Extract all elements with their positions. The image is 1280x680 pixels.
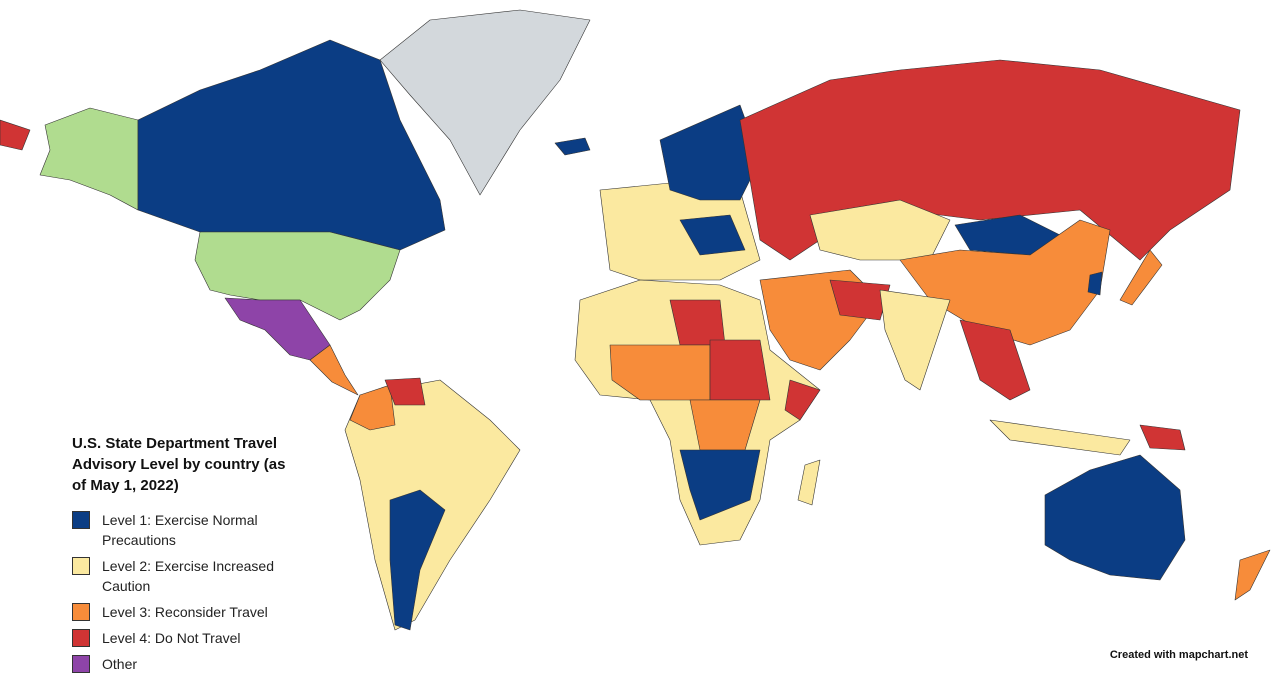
southeast-asia bbox=[959, 319, 1031, 401]
legend-label: Level 3: Reconsider Travel bbox=[102, 604, 268, 620]
iceland bbox=[554, 137, 591, 156]
argentina bbox=[389, 489, 446, 631]
usa bbox=[194, 231, 401, 321]
legend-label: Other bbox=[102, 656, 138, 672]
korea bbox=[1087, 271, 1103, 296]
legend-swatch bbox=[72, 655, 90, 673]
legend-swatch bbox=[72, 511, 90, 529]
japan bbox=[1119, 249, 1163, 306]
legend-label: Level 1: Exercise Normal Precautions bbox=[102, 512, 258, 548]
legend: Level 1: Exercise Normal Precautions Leve… bbox=[72, 510, 302, 680]
legend-item: Level 3: Reconsider Travel bbox=[72, 602, 302, 622]
afghanistan bbox=[829, 279, 891, 321]
colombia bbox=[349, 384, 396, 431]
india bbox=[879, 289, 951, 391]
central-europe bbox=[679, 214, 746, 256]
legend-item: Level 1: Exercise Normal Precautions bbox=[72, 510, 302, 550]
legend-label: Level 4: Do Not Travel bbox=[102, 630, 241, 646]
legend-item: Level 2: Exercise Increased Caution bbox=[72, 556, 302, 596]
countries bbox=[0, 9, 1271, 631]
somalia bbox=[784, 379, 821, 421]
alaska bbox=[39, 107, 139, 211]
greenland bbox=[379, 9, 591, 196]
credit: Created with mapchart.net bbox=[1109, 649, 1248, 661]
madagascar bbox=[797, 459, 821, 506]
australia bbox=[1044, 454, 1186, 581]
chukotka bbox=[0, 119, 31, 151]
central-america bbox=[309, 344, 359, 396]
legend-item: Other bbox=[72, 654, 302, 674]
legend-item: Level 4: Do Not Travel bbox=[72, 628, 302, 648]
legend-swatch bbox=[72, 629, 90, 647]
southern-africa bbox=[679, 449, 761, 521]
legend-label: Level 2: Exercise Increased Caution bbox=[102, 558, 274, 594]
libya bbox=[669, 299, 726, 346]
legend-swatch bbox=[72, 603, 90, 621]
indonesia bbox=[989, 419, 1131, 456]
sahel bbox=[609, 344, 711, 401]
scandinavia bbox=[659, 104, 761, 201]
sudan bbox=[709, 339, 771, 401]
map-title: U.S. State Department Travel Advisory Le… bbox=[72, 435, 286, 494]
legend-swatch bbox=[72, 557, 90, 575]
papua-new-guinea bbox=[1139, 424, 1186, 451]
venezuela bbox=[384, 377, 426, 406]
new-zealand bbox=[1234, 549, 1271, 601]
